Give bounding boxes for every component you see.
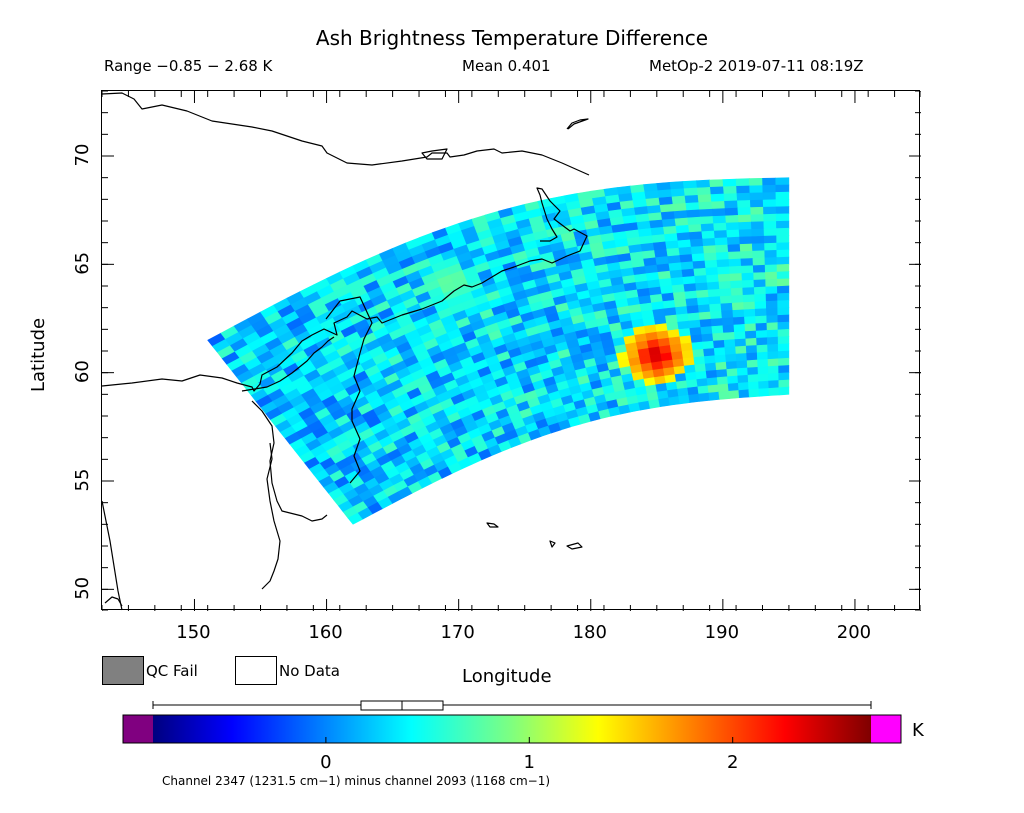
coastline-shelikhov-bay [325,296,373,484]
coastlines [101,92,590,611]
data-swath [207,177,790,525]
coastline-kamchatka-east [251,400,328,522]
coastline-chukotka-north [101,92,590,176]
x-axis-label: Longitude [462,666,552,687]
map-plot [101,90,922,612]
qc-fail-label: QC Fail [146,662,198,680]
coastline-kamchatka-peninsula [261,442,281,590]
mean-text: Mean 0.401 [462,57,551,75]
no-data-swatch [235,656,277,685]
map-canvas [101,90,922,612]
coastline-wrangel [566,118,589,130]
coastline-island-chain-3 [566,542,583,550]
satellite-text: MetOp-2 2019-07-11 08:19Z [649,57,864,75]
coastline-island-4 [421,148,448,160]
range-text: Range −0.85 − 2.68 K [104,57,273,75]
colorbar-tick-label: 2 [727,752,738,773]
colorbar-tick-label: 0 [320,752,331,773]
coastline-kamchatka-west [101,187,588,392]
colorbar-gradient [153,715,871,743]
colorbar-unit: K [912,720,924,741]
coastline-island-5 [104,596,123,607]
coastline-anadyr-north [241,336,335,392]
chart-title: Ash Brightness Temperature Difference [315,26,709,50]
coastline-okhotsk [101,500,123,611]
colorbar-ticks: 0 1 2 [320,737,738,773]
no-data-label: No Data [279,662,340,680]
coastline-island-chain-1 [486,522,499,528]
swath-pixel [778,386,790,396]
qc-fail-swatch [102,656,144,685]
colorbar-border [122,714,902,744]
colorbar-tick-label: 1 [524,752,535,773]
coastline-island-chain-2 [549,540,556,548]
colorbar-under-swatch [123,715,153,743]
frame-ticks [101,90,922,612]
channel-footnote: Channel 2347 (1231.5 cm−1) minus channel… [162,774,551,788]
colorbar-over-swatch [871,715,901,743]
